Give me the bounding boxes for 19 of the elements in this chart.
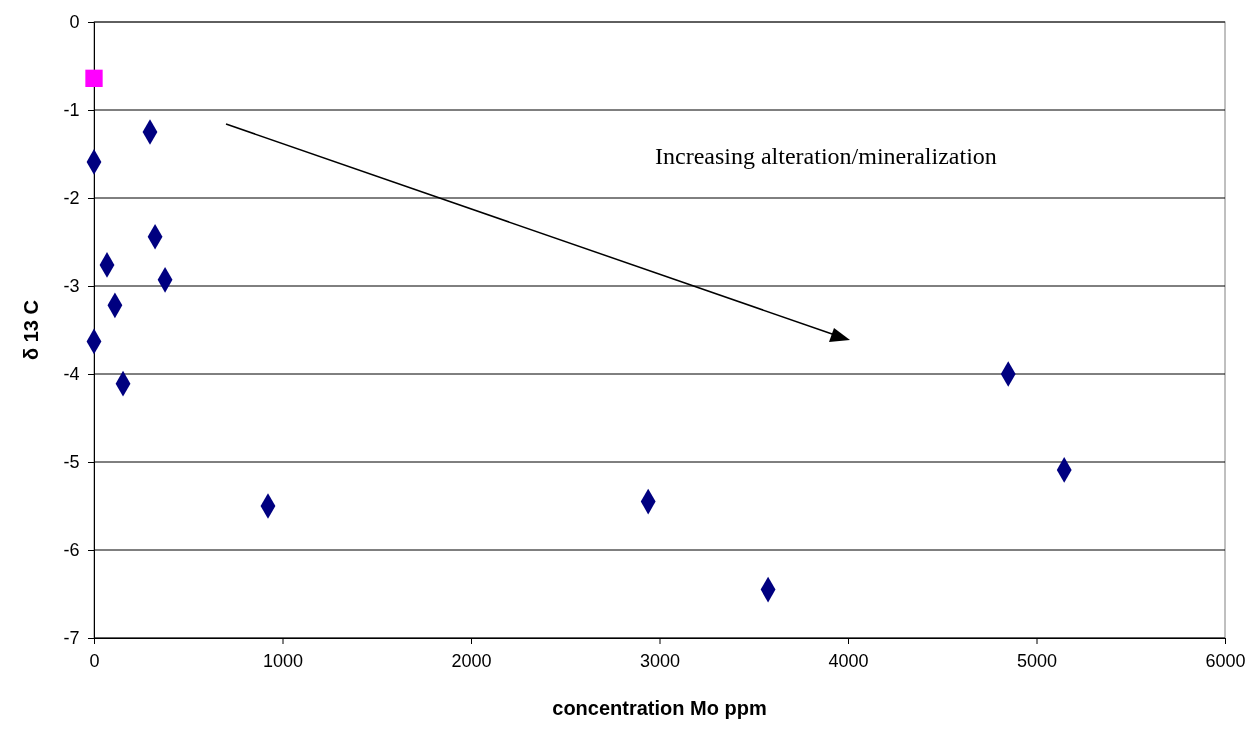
x-tick-label: 3000: [639, 650, 681, 671]
y-axis-title: δ 13 C: [20, 300, 42, 360]
y-tick-label: -1: [63, 100, 80, 121]
y-tick-label: -5: [63, 452, 80, 473]
point: [85, 69, 103, 87]
x-tick-label: 2000: [451, 650, 492, 671]
x-tick-label: 4000: [828, 650, 869, 671]
x-tick-label: 5000: [1016, 650, 1058, 671]
y-tick-label: -3: [63, 276, 80, 297]
y-tick-label: -6: [63, 540, 80, 561]
y-tick-label: -4: [63, 364, 80, 385]
y-tick-label: -7: [63, 628, 80, 649]
x-tick-label: 1000: [262, 650, 304, 671]
y-tick-label: -2: [63, 188, 80, 209]
x-axis-title: concentration Mo ppm: [552, 697, 767, 719]
y-tick-label: 0: [69, 12, 80, 33]
x-tick-label: 0: [89, 650, 100, 671]
x-tick-label: 6000: [1205, 650, 1246, 671]
annotation: Increasing alteration/mineralization: [655, 143, 997, 169]
